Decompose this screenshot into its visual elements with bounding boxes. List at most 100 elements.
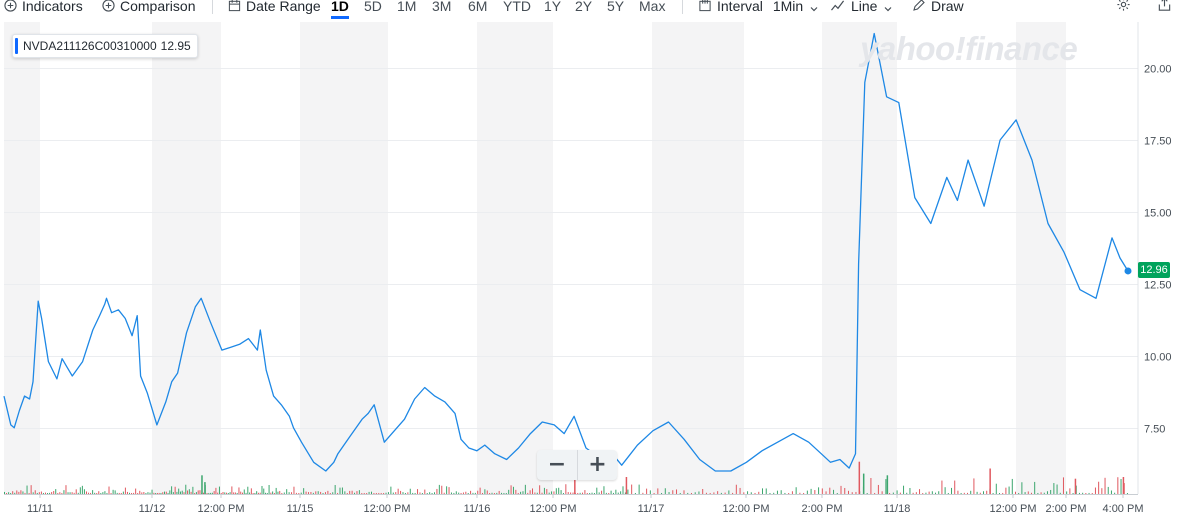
- legend-symbol: NVDA211126C00310000: [23, 39, 157, 53]
- volume-bar: [346, 492, 348, 494]
- volume-bar: [795, 487, 797, 494]
- volume-bar: [562, 492, 564, 494]
- volume-bar: [361, 492, 363, 494]
- volume-bar: [687, 492, 689, 494]
- volume-bar: [664, 488, 666, 494]
- volume-bar: [458, 492, 460, 494]
- range-1m[interactable]: 1M: [397, 0, 417, 14]
- volume-bar: [735, 484, 737, 494]
- volume-bar: [608, 492, 610, 494]
- volume-bar: [100, 492, 102, 494]
- volume-bar: [371, 491, 372, 494]
- volume-bar: [71, 492, 73, 494]
- range-6m[interactable]: 6M: [468, 0, 488, 14]
- time-band: [152, 22, 221, 494]
- volume-bar: [754, 492, 756, 494]
- volume-bar: [1078, 492, 1080, 494]
- volume-bar: [131, 492, 133, 494]
- volume-bar: [300, 492, 302, 494]
- range-2y[interactable]: 2Y: [575, 0, 593, 14]
- volume-bar: [919, 489, 921, 494]
- zoom-in-button[interactable]: +: [577, 450, 617, 480]
- volume-bar: [63, 490, 65, 494]
- volume-bar: [44, 492, 46, 494]
- volume-bar: [851, 492, 853, 494]
- volume-bar: [135, 488, 137, 494]
- volume-bar: [649, 490, 651, 494]
- volume-bar: [1088, 492, 1090, 494]
- range-ytd[interactable]: YTD: [503, 0, 531, 14]
- volume-bar: [698, 491, 700, 494]
- range-5y[interactable]: 5Y: [607, 0, 625, 14]
- volume-bar: [565, 484, 567, 494]
- volume-bar: [334, 485, 336, 494]
- volume-bar: [877, 484, 879, 494]
- volume-bar: [441, 485, 443, 494]
- volume-bar: [61, 492, 63, 494]
- volume-bar: [8, 492, 10, 494]
- range-5d[interactable]: 5D: [364, 0, 382, 14]
- price-line: [3, 32, 1129, 472]
- volume-bar: [165, 491, 167, 494]
- series-legend[interactable]: NVDA211126C00310000 12.95: [12, 34, 198, 58]
- volume-bar: [293, 486, 295, 494]
- volume-bar: [776, 490, 778, 494]
- indicators-button[interactable]: Indicators: [4, 0, 83, 15]
- volume-bar: [385, 492, 387, 494]
- volume-bar: [1107, 486, 1109, 494]
- volume-bar: [226, 492, 228, 494]
- volume-bar: [874, 492, 876, 494]
- volume-bar: [484, 489, 486, 494]
- volume-bar: [298, 492, 300, 494]
- volume-bar: [935, 492, 937, 494]
- zoom-out-button[interactable]: −: [537, 450, 577, 480]
- price-series: [3, 32, 1132, 472]
- chart-type-button[interactable]: Line: [830, 0, 892, 15]
- volume-bar: [625, 477, 628, 494]
- volume-bar: [354, 492, 356, 494]
- volume-bar: [505, 492, 507, 494]
- draw-button[interactable]: Draw: [912, 0, 964, 15]
- volume-bar: [356, 491, 358, 494]
- volume-bar: [541, 492, 543, 494]
- y-tick-label: 15.00: [1144, 208, 1172, 220]
- volume-bar: [836, 492, 838, 494]
- volume-bar: [351, 490, 353, 494]
- volume-bar: [821, 488, 823, 494]
- volume-bar: [881, 491, 883, 494]
- volume-bar: [171, 486, 173, 494]
- volume-bar: [889, 492, 891, 494]
- volume-bar: [332, 492, 334, 494]
- interval-button[interactable]: Interval 1Min: [698, 0, 818, 15]
- volume-bar: [220, 492, 222, 494]
- volume-bar: [407, 492, 409, 494]
- volume-bar: [1126, 492, 1128, 494]
- volume-bar: [229, 492, 231, 494]
- volume-bar: [1123, 483, 1125, 494]
- volume-bar: [268, 484, 270, 494]
- volume-bar: [174, 486, 176, 494]
- volume-bar: [446, 486, 448, 494]
- volume-bar: [1040, 492, 1042, 494]
- volume-bar: [646, 488, 648, 494]
- range-max[interactable]: Max: [639, 0, 666, 14]
- range-3m[interactable]: 3M: [432, 0, 452, 14]
- range-1d[interactable]: 1D: [331, 0, 349, 19]
- volume-bar: [931, 491, 933, 494]
- volume-bar: [194, 492, 196, 494]
- y-tick-label: 10.00: [1144, 352, 1172, 364]
- volume-bar: [847, 490, 849, 494]
- range-1y[interactable]: 1Y: [544, 0, 562, 14]
- volume-bar: [906, 492, 908, 494]
- volume-bar: [59, 492, 61, 494]
- volume-bar: [791, 491, 793, 494]
- volume-bar: [1069, 488, 1071, 494]
- comparison-button[interactable]: Comparison: [102, 0, 195, 15]
- date-range-button[interactable]: Date Range: [228, 0, 321, 15]
- settings-button[interactable]: [1116, 0, 1131, 15]
- share-button[interactable]: [1157, 0, 1172, 15]
- volume-bar: [615, 489, 617, 494]
- volume-bar: [155, 492, 157, 494]
- volume-bar: [213, 491, 215, 494]
